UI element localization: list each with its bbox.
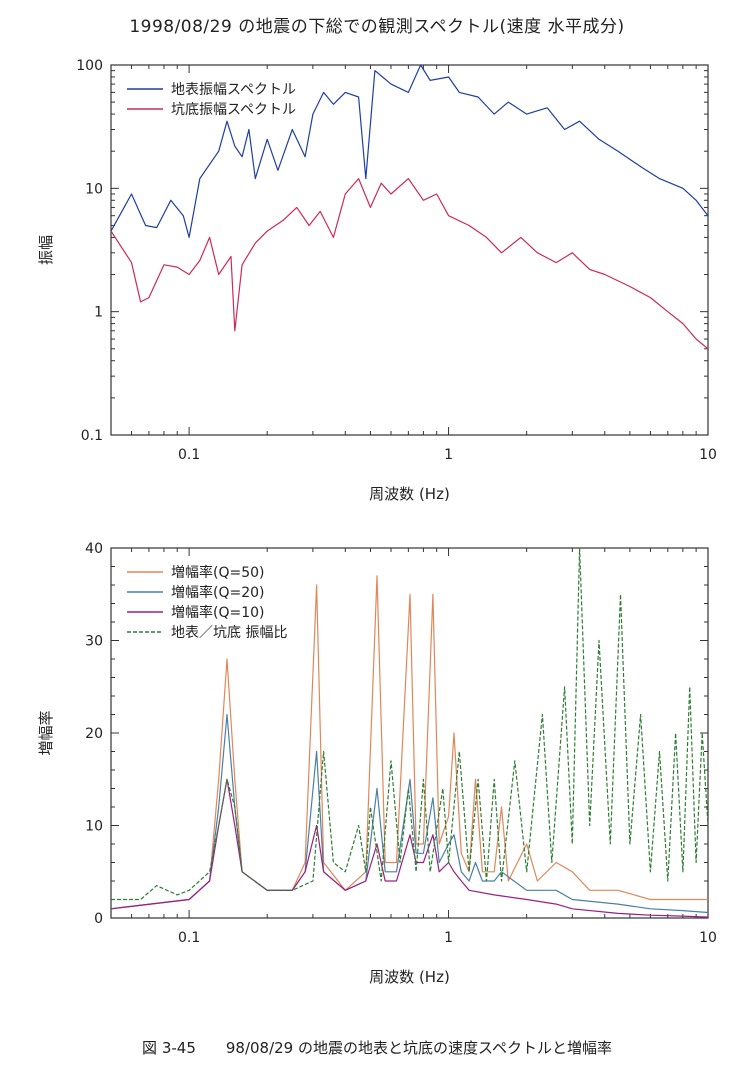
x-tick-label: 0.1	[178, 930, 200, 946]
series-line-2	[110, 178, 709, 350]
series-lines	[110, 64, 709, 350]
legend: 増幅率(Q=50) 増幅率(Q=20) 増幅率(Q=10) 地表／坑底 振幅比	[127, 564, 287, 641]
figure-caption: 図 3-45 98/08/29 の地震の地表と坑底の速度スペクトルと増幅率	[142, 1039, 612, 1057]
series-line-3	[110, 778, 709, 918]
legend-label: 坑底振幅スペクトル	[171, 102, 296, 118]
x-axis-title: 周波数 (Hz)	[369, 968, 450, 986]
y-tick-label: 10	[85, 181, 103, 197]
series-lines	[110, 547, 709, 918]
tick-labels: 0.1 1 10 0 10 20 30 40	[85, 541, 717, 946]
legend-label: 地表／坑底 振幅比	[171, 625, 287, 641]
x-tick-label: 1	[444, 930, 453, 946]
tick-marks	[110, 64, 709, 436]
y-tick-label: 10	[85, 819, 103, 835]
y-axis-title: 振幅	[37, 235, 55, 265]
legend-label: 地表振幅スペクトル	[171, 82, 296, 98]
tick-labels: 0.1 1 10 0.1 1 10 100	[76, 58, 717, 463]
legend-label: 増幅率(Q=10)	[171, 604, 265, 621]
x-axis-title: 周波数 (Hz)	[369, 485, 450, 503]
x-tick-label: 1	[444, 447, 453, 463]
y-axis-title: 増幅率	[37, 710, 55, 755]
series-line-4	[111, 547, 709, 901]
series-line-1	[110, 64, 709, 238]
y-tick-label: 30	[85, 634, 103, 650]
chart-frame	[110, 64, 709, 436]
legend-label: 増幅率(Q=20)	[171, 584, 265, 601]
y-tick-label: 0.1	[81, 428, 103, 444]
y-tick-label: 100	[76, 58, 103, 74]
y-tick-label: 1	[94, 305, 103, 321]
y-tick-label: 20	[85, 726, 103, 742]
page-title: 1998/08/29 の地震の下総での観測スペクトル(速度 水平成分)	[129, 17, 625, 37]
x-tick-label: 10	[699, 447, 717, 463]
y-tick-label: 40	[85, 541, 103, 557]
series-line-2	[110, 713, 709, 914]
tick-marks	[110, 547, 709, 919]
legend-label: 増幅率(Q=50)	[171, 564, 265, 581]
x-tick-label: 0.1	[178, 447, 200, 463]
y-tick-label: 0	[94, 911, 103, 927]
x-tick-label: 10	[699, 930, 717, 946]
